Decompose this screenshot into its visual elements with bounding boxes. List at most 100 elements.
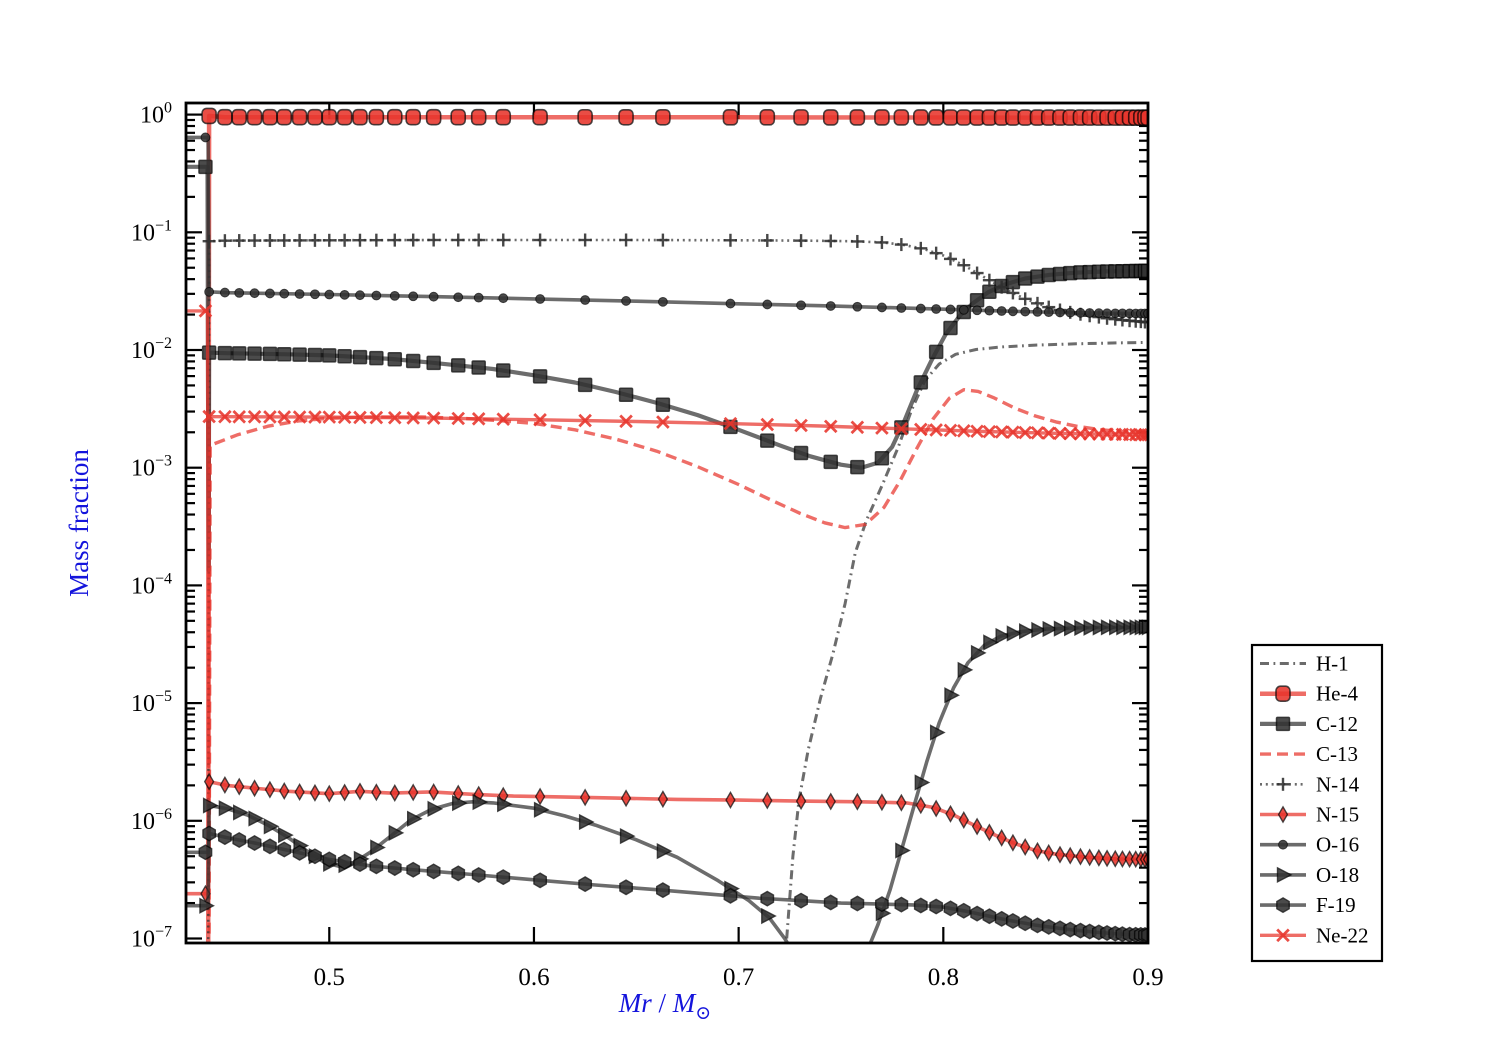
plus-marker <box>1276 777 1290 791</box>
hexagon-marker <box>322 851 337 868</box>
hexagon-marker <box>823 894 838 911</box>
rounded-square-marker <box>1275 685 1291 703</box>
rounded-square-marker <box>955 109 972 126</box>
y-tick-label: 10−4 <box>131 570 172 599</box>
hexagon-marker <box>994 910 1009 927</box>
square-marker <box>823 454 838 470</box>
rounded-square-marker <box>893 109 910 126</box>
data-series-layer <box>186 107 1149 944</box>
thin-diamond-marker <box>1093 848 1105 867</box>
rounded-square-marker <box>942 109 959 126</box>
legend-label: He-4 <box>1316 682 1358 706</box>
thin-diamond-marker <box>339 783 350 802</box>
triangle-right-marker <box>1064 620 1080 637</box>
rounded-square-marker <box>405 108 421 126</box>
triangle-right-marker <box>1018 623 1035 640</box>
hexagon-marker <box>426 863 441 880</box>
square-marker <box>471 360 486 375</box>
legend-label: H-1 <box>1316 652 1349 676</box>
rounded-square-marker <box>532 108 548 126</box>
thin-diamond-marker <box>324 784 335 803</box>
x-marker <box>760 417 775 432</box>
x-marker <box>914 422 928 437</box>
x-marker <box>1063 426 1078 441</box>
x-marker <box>247 410 262 424</box>
thin-diamond-marker <box>1043 843 1054 862</box>
hexagon-marker <box>308 848 322 865</box>
dot-marker <box>265 288 275 299</box>
plus-marker <box>656 233 670 247</box>
thin-diamond-marker <box>762 791 773 810</box>
hexagon-marker <box>656 882 670 899</box>
hexagon-marker <box>353 856 367 873</box>
plus-marker <box>982 273 996 287</box>
thin-diamond-marker <box>1054 845 1066 864</box>
square-marker <box>231 346 247 361</box>
dot-marker <box>1102 308 1112 319</box>
thin-diamond-marker <box>428 783 439 802</box>
plus-marker <box>723 233 737 247</box>
thin-diamond-marker <box>795 792 807 811</box>
dot-marker <box>234 287 245 298</box>
dot-marker <box>825 301 836 311</box>
triangle-right-marker <box>452 794 468 812</box>
plus-marker <box>760 233 774 247</box>
rounded-square-marker <box>618 108 634 126</box>
dot-marker <box>249 288 260 299</box>
dot-marker <box>984 305 995 316</box>
square-marker <box>450 358 466 373</box>
square-marker <box>982 284 997 299</box>
hexagon-marker <box>929 898 944 915</box>
hexagon-marker <box>337 853 352 870</box>
x-marker <box>894 421 909 436</box>
x-marker <box>198 304 213 318</box>
square-marker <box>1275 716 1291 732</box>
square-marker <box>1017 271 1033 286</box>
triangle-right-marker <box>970 644 987 662</box>
square-marker <box>292 347 307 362</box>
thin-diamond-marker <box>896 793 907 812</box>
plus-marker <box>914 241 928 255</box>
hexagon-marker <box>406 861 421 878</box>
square-marker <box>369 350 384 366</box>
dot-marker <box>473 292 484 303</box>
hexagon-marker <box>1018 915 1033 932</box>
x-marker <box>1018 425 1032 440</box>
legend-label: C-12 <box>1316 712 1358 736</box>
thin-diamond-marker <box>294 782 305 801</box>
thin-diamond-marker <box>852 792 863 811</box>
triangle-right-marker <box>406 810 423 827</box>
rounded-square-marker <box>336 108 353 126</box>
x-marker <box>369 410 384 425</box>
x-marker <box>1041 426 1056 440</box>
plus-marker <box>218 234 232 248</box>
plus-marker <box>451 233 465 247</box>
triangle-right-marker <box>578 813 595 831</box>
thin-diamond-marker <box>915 796 927 815</box>
square-marker <box>913 375 929 390</box>
y-tick-label: 10−3 <box>131 453 172 482</box>
plus-marker <box>406 233 420 247</box>
dot-marker <box>371 290 382 301</box>
thin-diamond-marker <box>219 775 231 794</box>
triangle-right-marker <box>1006 625 1023 642</box>
thin-diamond-marker <box>264 780 276 799</box>
dot-marker <box>408 291 419 302</box>
x-tick-label: 0.9 <box>1132 964 1163 991</box>
triangle-right-marker <box>929 724 946 741</box>
x-marker <box>277 410 292 424</box>
triangle-right-marker <box>1083 619 1100 636</box>
x-tick-label: 0.6 <box>518 964 549 991</box>
legend-item-F-19: F-19 <box>1260 893 1356 917</box>
square-marker <box>217 345 233 361</box>
triangle-right-marker <box>533 801 550 818</box>
y-tick-label: 10−7 <box>131 924 172 953</box>
x-marker <box>1276 928 1290 943</box>
x-marker <box>823 419 838 434</box>
hexagon-marker <box>875 896 889 913</box>
square-marker <box>969 292 985 308</box>
plus-marker <box>308 233 322 247</box>
rounded-square-marker <box>201 107 217 125</box>
plus-marker <box>943 252 957 266</box>
plus-marker <box>322 233 336 247</box>
